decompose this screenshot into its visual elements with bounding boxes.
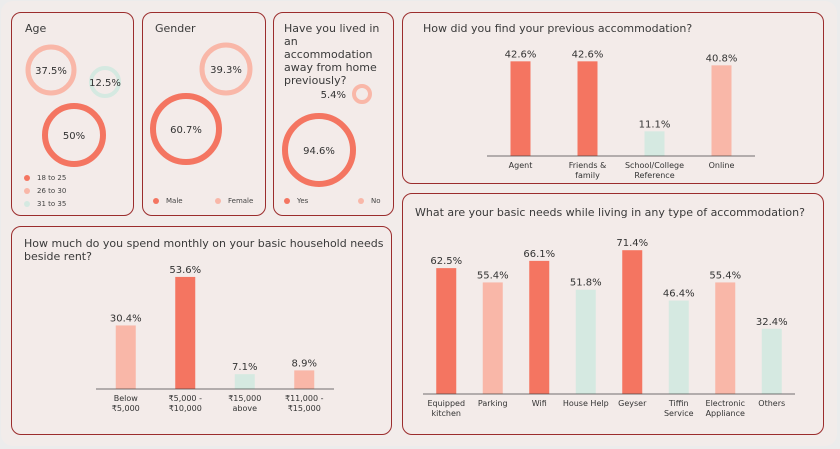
age-title: Age xyxy=(25,22,47,35)
category-label: Below ₹5,000 xyxy=(112,394,140,413)
legend-dot xyxy=(153,198,159,204)
legend-dot xyxy=(284,198,290,204)
lived-bubble-label: 5.4% xyxy=(321,90,346,101)
bar-value-label: 42.6% xyxy=(505,49,537,60)
bar-value-label: 8.9% xyxy=(292,358,317,369)
basic-needs-chart: 62.5% Equipped kitchen 55.4% Parking 66.1% Wif… xyxy=(423,238,795,418)
age-bubble-31-35 xyxy=(89,66,121,98)
bar-value-label: 32.4% xyxy=(756,317,788,328)
find-accommodation-card: How did you find your previous accommoda… xyxy=(402,12,824,184)
monthly-spend-chart: 30.4% Below ₹5,000 53.6% ₹5,000 -₹10,000 7.1%… xyxy=(96,265,334,413)
category-label: Online xyxy=(709,161,735,170)
legend-item: 18 to 25 xyxy=(24,172,66,185)
bar-value-label: 71.4% xyxy=(616,238,648,249)
bar-value-label: 51.8% xyxy=(570,278,602,289)
bar xyxy=(175,276,196,389)
bar-value-label: 40.8% xyxy=(706,53,738,64)
bar xyxy=(577,61,598,157)
bar-value-label: 66.1% xyxy=(523,249,555,260)
category-label: House Help xyxy=(563,399,609,408)
monthly-spend-card: How much do you spend monthly on your ba… xyxy=(11,226,392,435)
category-label: Friends & family xyxy=(569,161,607,180)
legend-item: 31 to 35 xyxy=(24,198,66,211)
age-bubble-26-30 xyxy=(25,44,77,96)
gender-bubble-female xyxy=(199,42,253,96)
age-card: Age 37.5% 12.5% 50% 18 to 25 26 to 30 31… xyxy=(11,12,134,216)
find-accommodation-title: How did you find your previous accommoda… xyxy=(423,22,693,35)
lived-away-card: Have you lived in an accommodation away … xyxy=(273,12,394,216)
legend-item: Female xyxy=(215,195,253,208)
category-label: School/College Reference xyxy=(625,161,684,180)
age-bubble-18-25 xyxy=(42,103,106,167)
bar xyxy=(115,325,136,389)
bar-value-label: 53.6% xyxy=(169,265,201,276)
gender-bubble-label: 60.7% xyxy=(170,125,202,136)
bar xyxy=(711,65,732,156)
category-label: Wifi xyxy=(532,399,547,408)
gender-bubbles: 39.3% 60.7% xyxy=(150,42,253,165)
age-legend: 18 to 25 26 to 30 31 to 35 xyxy=(24,172,66,211)
find-accommodation-chart: 42.6% Agent 42.6% Friends & family 11.1% Schoo… xyxy=(487,49,755,180)
gender-bubble-male xyxy=(150,93,222,165)
basic-needs-card: What are your basic needs while living i… xyxy=(402,193,824,435)
category-label: Others xyxy=(758,399,785,408)
bar xyxy=(761,328,782,394)
age-bubbles: 37.5% 12.5% 50% xyxy=(25,44,121,167)
category-label: Agent xyxy=(509,161,533,170)
bar-value-label: 46.4% xyxy=(663,289,695,300)
bar xyxy=(622,250,643,394)
lived-bubble-label: 94.6% xyxy=(303,146,335,157)
bar xyxy=(575,289,596,394)
bar xyxy=(715,282,736,394)
bar xyxy=(482,282,503,394)
bar xyxy=(644,131,665,156)
bar xyxy=(529,260,550,394)
bar-value-label: 30.4% xyxy=(110,313,142,324)
gender-bubble-label: 39.3% xyxy=(210,65,242,76)
bar-value-label: 11.1% xyxy=(639,119,671,130)
category-label: ₹11,000 -₹15,000 xyxy=(285,394,324,413)
category-label: Equipped kitchen xyxy=(427,399,465,418)
monthly-spend-title: How much do you spend monthly on your ba… xyxy=(24,237,384,263)
bar-value-label: 42.6% xyxy=(572,49,604,60)
legend-dot xyxy=(215,198,221,204)
lived-bubble-no xyxy=(352,84,372,104)
legend-item: No xyxy=(358,195,381,208)
lived-away-title: Have you lived in an accommodation away … xyxy=(284,22,380,87)
lived-away-bubbles: 5.4% 94.6% xyxy=(282,84,372,187)
gender-title: Gender xyxy=(155,22,196,35)
legend-dot xyxy=(24,201,30,207)
legend-item: Male xyxy=(153,195,183,208)
bar xyxy=(294,370,315,389)
bar xyxy=(510,61,531,157)
lived-bubble-yes xyxy=(282,113,356,187)
category-label: Tiffin Service xyxy=(664,399,694,418)
category-label: Electronic Appliance xyxy=(706,399,745,418)
gender-card: Gender 39.3% 60.7% Male Female xyxy=(142,12,266,216)
bar-value-label: 7.1% xyxy=(232,362,257,373)
age-bubble-label: 37.5% xyxy=(35,66,67,77)
legend-dot xyxy=(358,198,364,204)
category-label: Parking xyxy=(478,399,508,408)
basic-needs-title: What are your basic needs while living i… xyxy=(415,206,805,219)
category-label: Geyser xyxy=(618,399,647,408)
legend-dot xyxy=(24,188,30,194)
bar xyxy=(668,300,689,394)
bar-value-label: 55.4% xyxy=(709,270,741,281)
legend-item: Yes xyxy=(284,195,308,208)
legend-dot xyxy=(24,175,30,181)
category-label: ₹5,000 -₹10,000 xyxy=(169,394,203,413)
age-bubble-label: 12.5% xyxy=(89,78,121,89)
bar-value-label: 62.5% xyxy=(430,256,462,267)
bar-value-label: 55.4% xyxy=(477,270,509,281)
bar xyxy=(436,268,457,394)
bar xyxy=(234,374,255,389)
category-label: ₹15,000 above xyxy=(228,394,261,413)
legend-item: 26 to 30 xyxy=(24,185,66,198)
age-bubble-label: 50% xyxy=(63,131,85,142)
